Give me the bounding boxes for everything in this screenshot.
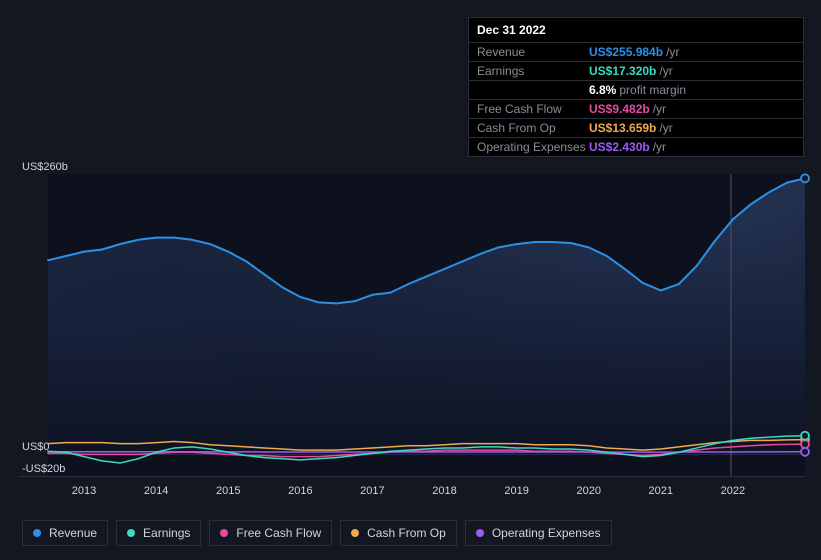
tooltip-value: US$9.482b xyxy=(589,103,650,115)
legend-item-operating-expenses[interactable]: Operating Expenses xyxy=(465,520,612,546)
tooltip-unit: profit margin xyxy=(619,84,686,96)
tooltip-date: Dec 31 2022 xyxy=(469,18,803,43)
x-tick-label: 2016 xyxy=(288,485,312,497)
tooltip-row: RevenueUS$255.984b/yr xyxy=(469,43,803,62)
legend-label: Operating Expenses xyxy=(492,526,601,540)
tooltip-unit: /yr xyxy=(653,141,666,153)
tooltip-unit: /yr xyxy=(659,65,672,77)
x-tick-label: 2015 xyxy=(216,485,240,497)
tooltip-row: Cash From OpUS$13.659b/yr xyxy=(469,119,803,138)
hover-dot-earnings xyxy=(801,432,809,440)
legend-dot xyxy=(127,529,135,537)
tooltip-unit: /yr xyxy=(653,103,666,115)
legend-label: Earnings xyxy=(143,526,190,540)
tooltip-value: US$13.659b xyxy=(589,122,656,134)
tooltip-value: US$2.430b xyxy=(589,141,650,153)
legend-label: Cash From Op xyxy=(367,526,446,540)
tooltip-label: Revenue xyxy=(477,46,589,58)
legend: Revenue Earnings Free Cash Flow Cash From O… xyxy=(22,520,612,546)
tooltip-unit: /yr xyxy=(659,122,672,134)
x-tick-label: 2018 xyxy=(432,485,456,497)
legend-dot xyxy=(476,529,484,537)
tooltip-unit: /yr xyxy=(666,46,679,58)
tooltip-row: Operating ExpensesUS$2.430b/yr xyxy=(469,138,803,156)
legend-dot xyxy=(220,529,228,537)
y-tick-label: US$0 xyxy=(22,441,50,453)
legend-dot xyxy=(351,529,359,537)
y-tick-label: US$260b xyxy=(22,161,68,173)
legend-label: Revenue xyxy=(49,526,97,540)
x-tick-label: 2021 xyxy=(649,485,673,497)
x-tick-label: 2017 xyxy=(360,485,384,497)
legend-dot xyxy=(33,529,41,537)
legend-label: Free Cash Flow xyxy=(236,526,321,540)
hover-dot-revenue xyxy=(801,174,809,182)
tooltip-value: 6.8% xyxy=(589,84,616,96)
x-tick-label: 2020 xyxy=(576,485,600,497)
legend-item-free-cash-flow[interactable]: Free Cash Flow xyxy=(209,520,332,546)
x-tick-label: 2014 xyxy=(144,485,168,497)
legend-item-revenue[interactable]: Revenue xyxy=(22,520,108,546)
legend-item-earnings[interactable]: Earnings xyxy=(116,520,201,546)
hover-dot-operating_expenses xyxy=(801,448,809,456)
y-tick-label: -US$20b xyxy=(22,463,65,475)
x-tick-label: 2019 xyxy=(504,485,528,497)
tooltip-value: US$255.984b xyxy=(589,46,663,58)
tooltip-row: EarningsUS$17.320b/yr xyxy=(469,62,803,81)
tooltip-value: US$17.320b xyxy=(589,65,656,77)
tooltip-label: Cash From Op xyxy=(477,122,589,134)
x-tick-label: 2022 xyxy=(721,485,745,497)
tooltip-label: Free Cash Flow xyxy=(477,103,589,115)
x-tick-label: 2013 xyxy=(72,485,96,497)
legend-item-cash-from-op[interactable]: Cash From Op xyxy=(340,520,457,546)
tooltip-row: 6.8%profit margin xyxy=(469,81,803,100)
tooltip-label: Operating Expenses xyxy=(477,141,589,153)
tooltip-label: Earnings xyxy=(477,65,589,77)
tooltip-row: Free Cash FlowUS$9.482b/yr xyxy=(469,100,803,119)
tooltip: Dec 31 2022RevenueUS$255.984b/yrEarnings… xyxy=(468,17,804,157)
